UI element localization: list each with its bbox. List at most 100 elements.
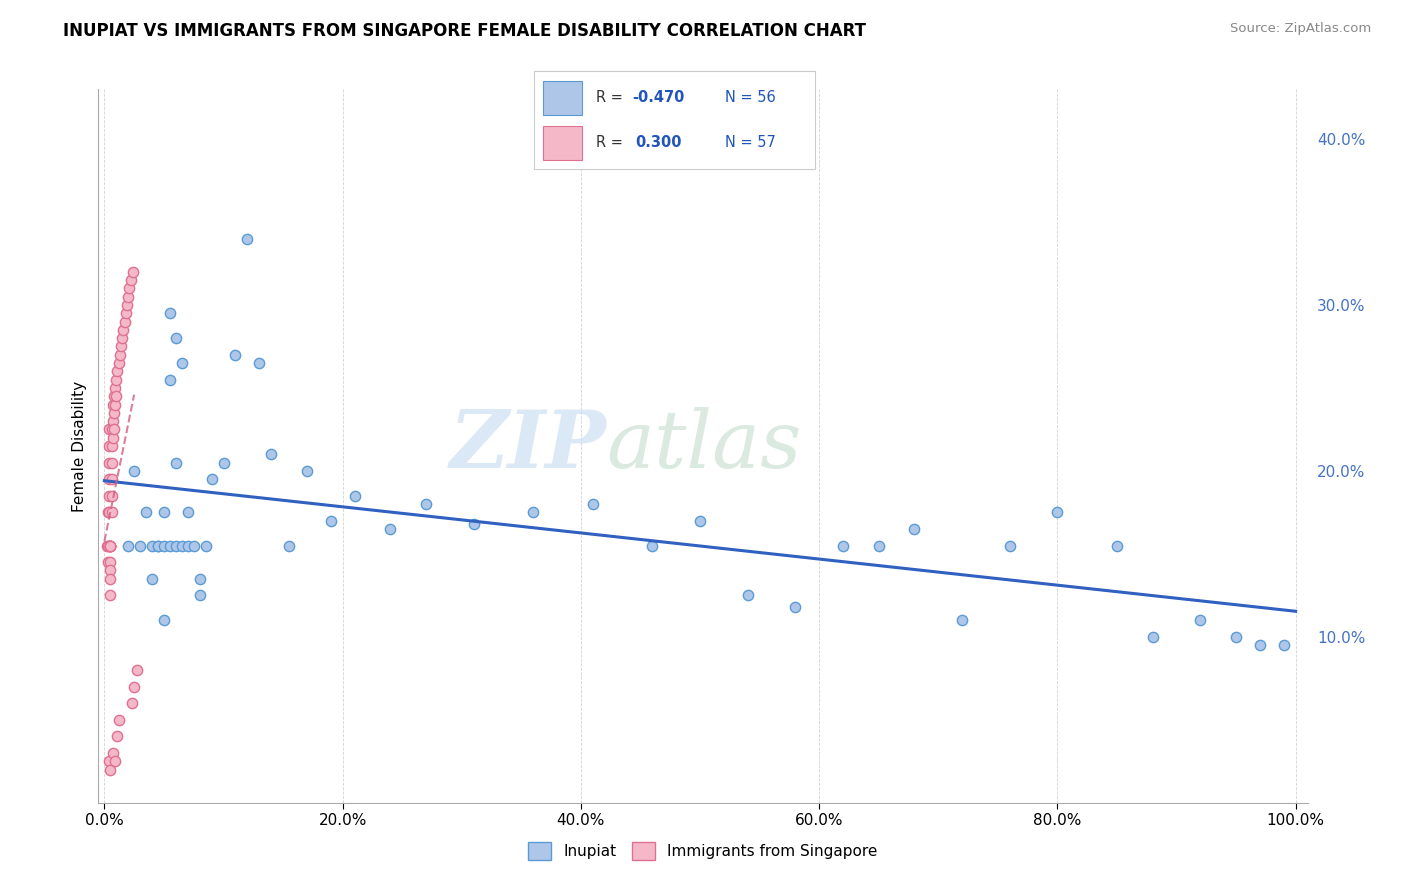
Point	[98, 472, 121, 486]
Point	[107, 730, 129, 744]
Point	[153, 505, 176, 519]
Point	[122, 265, 145, 279]
Point	[97, 539, 120, 553]
Point	[737, 588, 759, 602]
Point	[107, 713, 129, 727]
Y-axis label: Female Disability: Female Disability	[72, 380, 87, 512]
Point	[1272, 638, 1295, 652]
Point	[114, 314, 136, 328]
Point	[1225, 630, 1247, 644]
Point	[177, 539, 200, 553]
Point	[200, 472, 222, 486]
Legend: Inupiat, Immigrants from Singapore: Inupiat, Immigrants from Singapore	[523, 836, 883, 866]
Point	[98, 456, 121, 470]
Point	[141, 539, 163, 553]
Point	[98, 539, 121, 553]
Point	[247, 356, 270, 370]
Point	[135, 505, 157, 519]
Point	[224, 348, 246, 362]
Point	[101, 414, 124, 428]
Point	[177, 505, 200, 519]
Point	[114, 306, 136, 320]
Point	[97, 555, 120, 569]
Point	[101, 397, 124, 411]
Point	[1249, 638, 1271, 652]
Point	[98, 763, 121, 777]
Point	[107, 356, 129, 370]
Point	[159, 306, 181, 320]
Point	[110, 339, 132, 353]
Point	[212, 456, 235, 470]
Point	[463, 516, 485, 531]
Point	[117, 539, 139, 553]
Point	[146, 539, 169, 553]
Point	[98, 564, 121, 578]
Point	[785, 599, 807, 614]
Point	[98, 539, 121, 553]
Point	[170, 539, 193, 553]
Point	[188, 572, 211, 586]
Point	[108, 348, 131, 362]
Point	[111, 331, 134, 345]
Point	[112, 323, 135, 337]
Point	[165, 539, 187, 553]
Point	[319, 514, 342, 528]
Point	[194, 539, 217, 553]
Text: INUPIAT VS IMMIGRANTS FROM SINGAPORE FEMALE DISABILITY CORRELATION CHART: INUPIAT VS IMMIGRANTS FROM SINGAPORE FEM…	[63, 22, 866, 40]
Text: atlas: atlas	[606, 408, 801, 484]
Point	[188, 588, 211, 602]
Point	[950, 613, 973, 627]
Point	[903, 522, 925, 536]
Point	[415, 497, 437, 511]
Point	[98, 422, 121, 436]
Point	[98, 539, 121, 553]
Point	[98, 505, 121, 519]
Point	[522, 505, 544, 519]
Point	[100, 422, 122, 436]
Point	[104, 397, 127, 411]
Text: N = 56: N = 56	[725, 90, 776, 105]
Point	[98, 588, 121, 602]
Bar	[543, 81, 582, 114]
Point	[98, 754, 121, 768]
Point	[278, 539, 301, 553]
Point	[122, 464, 145, 478]
Bar	[543, 127, 582, 160]
Point	[1142, 630, 1164, 644]
Text: 0.300: 0.300	[636, 136, 682, 151]
Text: N = 57: N = 57	[725, 136, 776, 151]
Point	[96, 539, 118, 553]
Point	[100, 505, 122, 519]
Point	[100, 489, 122, 503]
Point	[104, 754, 127, 768]
Point	[117, 290, 139, 304]
Point	[183, 539, 205, 553]
Point	[105, 373, 128, 387]
Point	[1105, 539, 1128, 553]
Text: Source: ZipAtlas.com: Source: ZipAtlas.com	[1230, 22, 1371, 36]
Point	[165, 331, 187, 345]
Point	[159, 373, 181, 387]
Point	[125, 663, 148, 677]
Point	[153, 613, 176, 627]
Point	[103, 389, 125, 403]
Text: R =: R =	[596, 136, 633, 151]
Point	[101, 431, 124, 445]
Point	[98, 489, 121, 503]
Point	[295, 464, 318, 478]
Point	[105, 389, 128, 403]
Point	[104, 381, 127, 395]
Point	[689, 514, 711, 528]
Point	[107, 364, 129, 378]
Text: ZIP: ZIP	[450, 408, 606, 484]
Point	[153, 539, 176, 553]
Text: R =: R =	[596, 90, 627, 105]
Point	[98, 539, 121, 553]
Point	[100, 439, 122, 453]
Point	[1046, 505, 1069, 519]
Point	[343, 489, 366, 503]
Point	[159, 539, 181, 553]
Point	[146, 539, 169, 553]
Point	[115, 298, 138, 312]
Point	[118, 281, 141, 295]
